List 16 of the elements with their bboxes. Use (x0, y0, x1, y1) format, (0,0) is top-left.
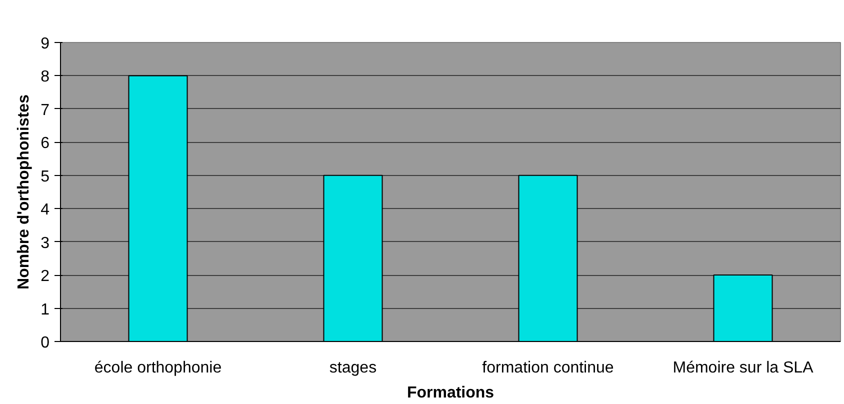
y-tick-label: 9 (40, 36, 50, 52)
y-tick-label: 7 (40, 102, 50, 119)
x-axis-title: Formations (406, 384, 494, 402)
y-tick-label: 6 (40, 135, 50, 152)
y-tick-label: 3 (40, 234, 50, 252)
x-tick-label: Mémoire sur la SLA (672, 360, 814, 376)
y-tick-label: 0 (40, 334, 50, 352)
y-tick-label: 1 (40, 301, 50, 318)
x-tick-label: stages (329, 360, 377, 376)
y-tick-label: 4 (40, 202, 50, 219)
y-axis-title: Nombre d'orthophonistes (16, 94, 33, 290)
x-tick-label: formation continue (482, 360, 614, 376)
y-tick-label: 8 (40, 68, 50, 86)
y-tick-label: 2 (40, 268, 50, 286)
y-tick-label: 5 (40, 168, 50, 186)
x-tick-label: école orthophonie (94, 360, 222, 376)
